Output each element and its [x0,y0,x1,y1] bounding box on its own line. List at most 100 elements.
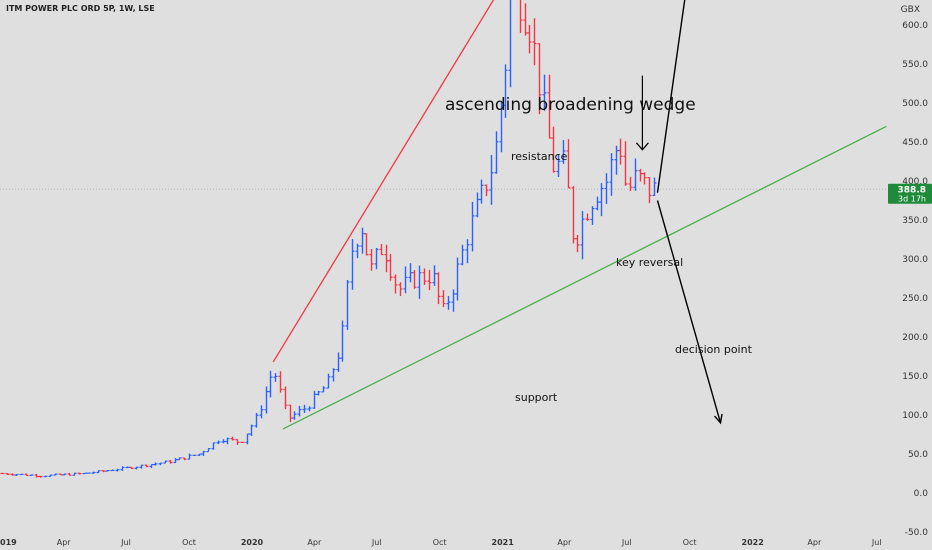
ohlc-bar [571,186,576,244]
ohlc-bar [38,475,43,478]
ohlc-bar [302,404,307,413]
ohlc-bar [10,473,15,476]
ohlc-bar [240,441,245,443]
ohlc-bar [297,405,302,417]
y-tick-label: 400.0 [902,177,928,187]
ohlc-bar [379,244,384,256]
ohlc-bar [340,320,345,362]
ohlc-bar [5,472,10,475]
trendlines-layer [272,0,887,430]
y-tick-label: -50.0 [905,528,929,538]
ohlc-bar [144,464,149,468]
ohlc-bar [599,183,604,217]
ohlc-bar [321,386,326,393]
ohlc-bar [638,168,643,182]
y-tick-label: 500.0 [902,99,928,109]
ohlc-bar [158,462,163,466]
ohlc-bar [211,442,216,450]
ohlc-bar [384,244,389,273]
ohlc-bar [642,172,647,185]
ohlc-bar [403,266,408,294]
ohlc-bar [519,0,523,33]
ohlc-bar [417,265,422,299]
arrow-shaft [656,200,722,423]
ohlc-bar [249,424,254,437]
ohlc-bar [575,235,580,253]
key-reversal-label: key reversal [616,256,683,269]
ohlc-bar [283,386,288,410]
ohlc-bar [225,437,230,445]
ohlc-bar [14,473,19,476]
ohlc-bar [595,196,600,211]
ohlc-bar [479,179,484,204]
x-tick-label: Apr [307,538,322,547]
key-reversal-arrow [635,75,649,151]
ohlc-bar [254,412,259,428]
ohlc-bar [614,145,619,175]
ohlc-bar [374,247,379,270]
ohlc-bar [273,373,278,382]
ohlc-bar [590,206,595,225]
ohlc-bar [259,405,264,419]
ohlc-bar [618,138,623,165]
ohlc-bar [312,390,317,409]
ohlc-bar [187,453,192,460]
x-tick-label: Jul [371,538,382,547]
x-tick-label: Oct [182,538,196,547]
ohlc-bar [523,3,528,36]
y-tick-label: 200.0 [902,333,928,343]
x-axis[interactable]: 019 Apr Jul Oct 2020 Apr Jul Oct 2021 Apr Jul Oct 20… [0,538,881,547]
bearish-scenario-arrow [656,200,723,425]
ohlc-bar [451,289,456,312]
ohlc-bar [264,386,269,414]
ohlc-bar [245,433,250,445]
ohlc-bar [101,470,106,473]
currency-label: GBX [901,5,920,15]
ohlc-bar [532,18,537,66]
ohlc-bar [561,140,566,164]
ohlc-bar [628,176,633,192]
arrow-head [713,413,723,425]
x-tick-label: 019 [0,538,17,547]
resistance-label: resistance [511,150,568,163]
ohlc-bar [489,154,494,205]
ohlc-bar [460,244,465,266]
ohlc-bar [110,469,115,472]
ohlc-bar [173,458,178,464]
ohlc-bar [0,472,5,475]
y-tick-label: 50.0 [908,450,928,460]
y-tick-label: 300.0 [902,255,928,265]
support-label: support [515,391,558,404]
ohlc-bar [58,473,63,476]
ohlc-bar [580,211,585,260]
ohlc-bar [53,473,58,476]
ohlc-bar [336,352,341,372]
x-tick-label: Apr [57,538,72,547]
arrow-shaft [656,0,686,193]
y-tick-label: 150.0 [902,372,928,382]
ohlc-bar [508,0,512,88]
bars-layer [0,0,657,478]
ohlc-bar [393,274,398,294]
ohlc-bar [153,462,158,466]
ohlc-bar [465,239,470,264]
y-tick-label: 250.0 [902,294,928,304]
ohlc-bar [537,43,542,115]
ohlc-bar [72,472,77,476]
ohlc-bar [551,126,556,173]
ohlc-bar [499,101,504,153]
ohlc-bar [441,290,446,307]
decision-point-label: decision point [675,343,753,356]
ohlc-bar [647,177,652,204]
ohlc-bar [350,239,355,290]
ohlc-bar [139,464,144,469]
ohlc-bar [115,468,120,472]
support-trendline [282,125,887,430]
ohlc-bar [355,243,360,259]
ohlc-bar [292,411,297,420]
y-axis[interactable]: 1200.01150.01100.01050.01000.0950.0900.0… [888,0,932,538]
ohlc-bar [527,24,532,54]
arrow-head [635,142,649,151]
ohlc-bar [446,296,451,310]
